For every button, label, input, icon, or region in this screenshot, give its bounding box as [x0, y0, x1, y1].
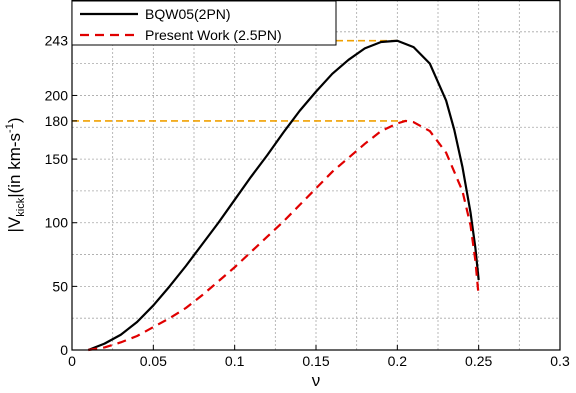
x-tick-label: 0.25: [465, 353, 492, 369]
series-line-bqw05: [87, 39, 480, 352]
reference-lines: [72, 39, 406, 122]
y-axis-label: |Vkick|(in km-s-1): [4, 117, 27, 232]
y-axis-label-middle: |(in km-s: [5, 133, 24, 198]
y-tick-label: 0: [60, 342, 68, 358]
x-tick-label: 0.3: [550, 353, 570, 369]
y-tick-label: 50: [52, 278, 68, 294]
x-tick-label: 0: [68, 353, 76, 369]
series: [87, 39, 480, 352]
x-tick-label: 0.15: [302, 353, 329, 369]
x-tick-label: 0.1: [225, 353, 245, 369]
y-tick-label: 180: [45, 113, 69, 129]
legend: BQW05(2PN) Present Work (2.5PN): [71, 0, 337, 46]
ticks: 0 0.05 0.1 0.15 0.2 0.25 0.3 0 50 100 150 180 200 243: [45, 33, 570, 369]
series-line-present-work: [88, 119, 480, 352]
y-tick-label: 243: [45, 33, 69, 49]
x-axis-label: ν: [312, 371, 321, 390]
x-tick-label: 0.05: [140, 353, 167, 369]
x-tick-label: 0.2: [388, 353, 408, 369]
legend-label-bqw05: BQW05(2PN): [145, 6, 231, 22]
legend-label-present-work: Present Work (2.5PN): [145, 27, 282, 43]
y-tick-label: 100: [45, 215, 69, 231]
y-tick-label: 200: [45, 87, 69, 103]
y-axis-label-suffix: ): [5, 117, 24, 123]
y-axis-label-prefix: |V: [5, 216, 24, 232]
legend-box: [71, 0, 337, 46]
y-axis-label-superscript: -1: [4, 123, 16, 133]
y-tick-label: 150: [45, 151, 69, 167]
y-axis-label-subscript: kick: [15, 197, 27, 216]
